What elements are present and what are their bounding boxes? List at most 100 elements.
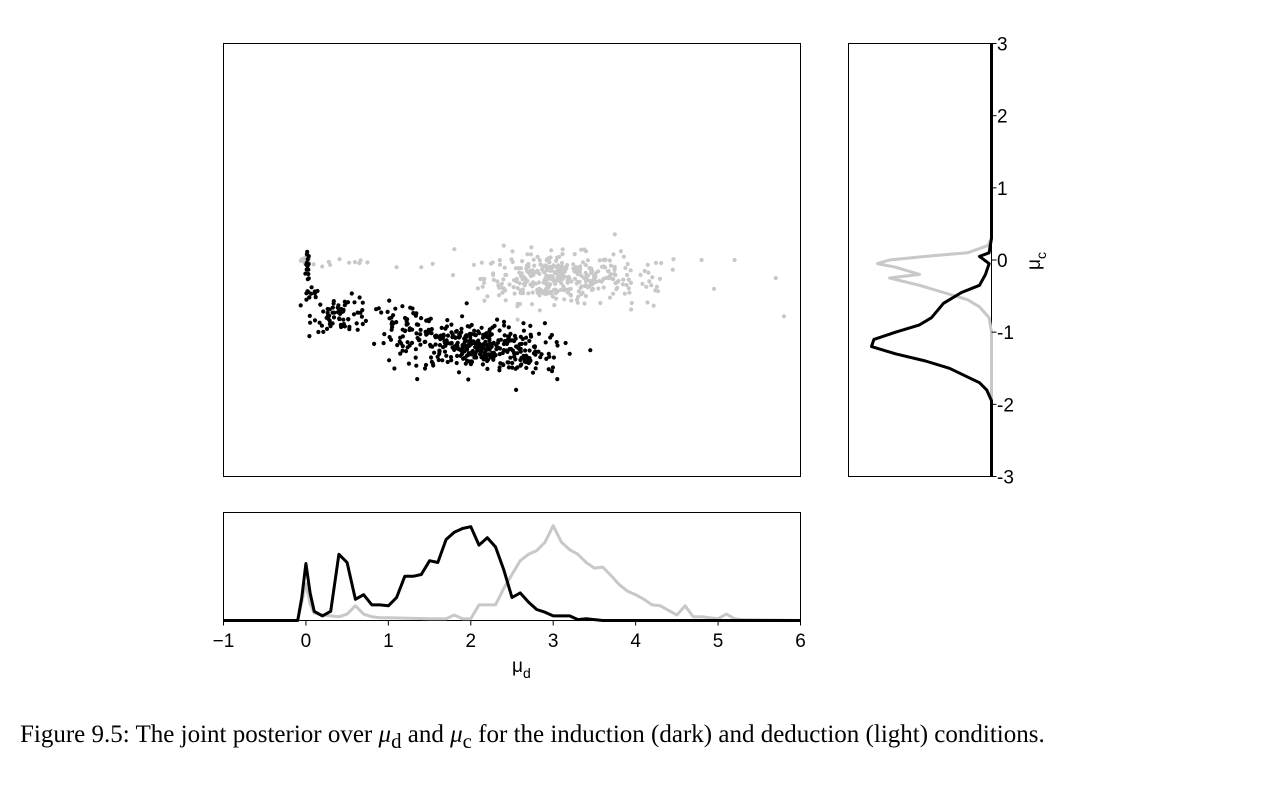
scatter-point: [456, 370, 462, 375]
y-tick-label: -2: [997, 395, 1014, 416]
x-tick-label: 0: [301, 631, 312, 652]
scatter-point: [607, 274, 612, 279]
scatter-point: [480, 362, 485, 367]
scatter-point: [555, 377, 560, 382]
scatter-point: [442, 349, 448, 354]
scatter-point: [526, 359, 531, 364]
scatter-point: [558, 287, 563, 292]
y-tick-label: -3: [997, 468, 1014, 489]
scatter-point: [547, 354, 552, 359]
scatter-point: [448, 355, 454, 360]
scatter-point: [530, 370, 536, 375]
scatter-point: [599, 264, 605, 269]
scatter-point: [417, 337, 422, 342]
joint-plot-frame: [223, 43, 801, 477]
scatter-point: [511, 351, 517, 356]
scatter-point: [496, 293, 502, 298]
scatter-point: [711, 286, 717, 291]
scatter-point: [511, 285, 516, 290]
scatter-point: [513, 357, 518, 362]
scatter-point: [645, 300, 650, 305]
scatter-point: [419, 316, 424, 321]
scatter-point: [387, 335, 392, 340]
scatter-point: [389, 321, 394, 327]
scatter-point: [482, 298, 487, 303]
scatter-point: [430, 261, 435, 266]
scatter-point: [638, 272, 643, 277]
density-line-mu-d: [223, 525, 801, 622]
scatter-point: [517, 342, 522, 347]
scatter-point: [506, 325, 511, 330]
scatter-point: [588, 348, 593, 353]
scatter-point: [354, 321, 359, 326]
scatter-point: [468, 335, 473, 340]
scatter-point: [337, 257, 342, 262]
scatter-point: [640, 281, 645, 286]
scatter-point: [436, 334, 441, 339]
scatter-point: [313, 295, 318, 300]
scatter-point: [615, 285, 620, 290]
scatter-point: [541, 264, 547, 269]
scatter-point: [467, 331, 472, 336]
scatter-point: [451, 345, 457, 350]
scatter-point: [626, 286, 631, 291]
scatter-point: [468, 350, 473, 355]
scatter-point: [485, 294, 490, 299]
scatter-point: [487, 327, 492, 332]
scatter-point: [347, 260, 352, 265]
scatter-point: [474, 355, 479, 360]
scatter-point: [501, 243, 506, 248]
scatter-point: [374, 307, 379, 312]
scatter-point: [542, 280, 547, 285]
scatter-point: [607, 258, 612, 263]
scatter-point: [537, 293, 542, 298]
scatter-point: [444, 353, 449, 358]
scatter-point: [528, 323, 533, 328]
scatter-point: [554, 258, 559, 263]
scatter-point: [391, 313, 396, 318]
x-tick-label: 4: [630, 631, 641, 652]
scatter-point: [397, 339, 402, 344]
scatter-point: [304, 297, 309, 302]
scatter-point: [497, 262, 503, 267]
marginal-y-axis-ticks: 3 2 1 0 -1 -2 -3: [991, 35, 1014, 489]
scatter-point: [657, 276, 663, 281]
scatter-point: [395, 343, 400, 348]
scatter-point: [543, 276, 548, 281]
scatter-point: [465, 324, 470, 329]
scatter-point: [548, 282, 553, 287]
scatter-point: [445, 359, 450, 365]
scatter-point: [454, 329, 459, 334]
scatter-point: [518, 346, 523, 351]
scatter-point: [448, 341, 453, 346]
scatter-point: [528, 252, 534, 257]
scatter-point: [318, 302, 323, 307]
scatter-point: [321, 329, 326, 334]
scatter-point: [580, 290, 585, 295]
scatter-point: [306, 271, 311, 277]
scatter-point: [305, 277, 310, 282]
scatter-point: [561, 288, 567, 293]
scatter-point: [479, 355, 484, 360]
scatter-point: [583, 293, 589, 299]
scatter-point: [419, 265, 424, 270]
scatter-point: [321, 309, 326, 314]
scatter-point: [478, 276, 483, 282]
scatter-point: [601, 257, 606, 262]
marginal-y-density-lines: [870, 43, 993, 477]
scatter-point: [642, 268, 647, 274]
scatter-point: [360, 308, 365, 313]
scatter-point: [579, 247, 584, 252]
scatter-point: [773, 275, 778, 281]
scatter-point: [501, 277, 506, 282]
scatter-point: [312, 291, 317, 296]
scatter-point: [624, 272, 630, 278]
figure-caption: Figure 9.5: The joint posterior over μd …: [20, 721, 1045, 753]
scatter-point: [559, 260, 565, 266]
scatter-point: [515, 317, 520, 322]
scatter-point: [400, 348, 405, 353]
scatter-point: [409, 340, 415, 345]
scatter-point: [317, 320, 322, 325]
scatter-point: [355, 327, 360, 332]
scatter-point: [659, 261, 664, 266]
